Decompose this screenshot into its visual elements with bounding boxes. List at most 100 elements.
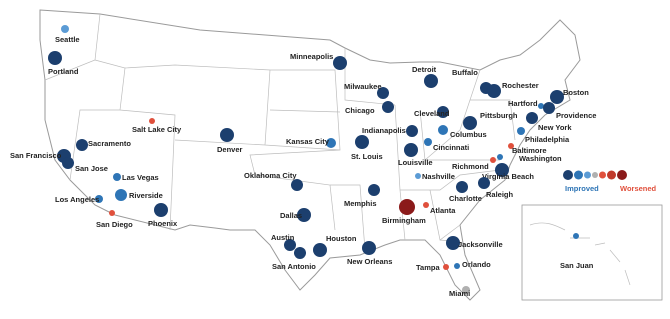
cities: Seattle Portland San Francisco San Jose Sacr… xyxy=(10,25,596,298)
city-label: Birmingham xyxy=(382,216,426,225)
city-marker xyxy=(478,177,490,189)
city-label: Minneapolis xyxy=(290,52,333,61)
city-marker xyxy=(113,173,121,181)
legend-swatch xyxy=(584,171,591,179)
city-marker xyxy=(313,243,327,257)
city-label: Hartford xyxy=(508,99,538,108)
city-marker xyxy=(294,247,306,259)
city-label: Miami xyxy=(449,289,470,298)
city-label: Jacksonville xyxy=(458,240,503,249)
city-label: Baltimore xyxy=(512,146,547,155)
city-label: Columbus xyxy=(450,130,487,139)
city-label: Philadelphia xyxy=(525,135,570,144)
city-label: San Juan xyxy=(560,261,594,270)
city-marker xyxy=(463,116,477,130)
city-marker xyxy=(95,195,103,203)
city-label: Memphis xyxy=(344,199,377,208)
city-marker xyxy=(438,125,448,135)
city-label: Orlando xyxy=(462,260,491,269)
city-label: Nashville xyxy=(422,172,455,181)
city-marker xyxy=(149,118,155,124)
city-label: Cincinnati xyxy=(433,143,469,152)
legend-swatch xyxy=(592,172,598,178)
city-marker xyxy=(543,102,555,114)
city-label: St. Louis xyxy=(351,152,383,161)
city-label: Boston xyxy=(563,88,589,97)
city-marker xyxy=(538,103,544,109)
city-label: Dallas xyxy=(280,211,302,220)
city-marker xyxy=(62,157,74,169)
us-outline xyxy=(39,9,581,301)
city-label: Portland xyxy=(48,67,79,76)
city-marker xyxy=(573,233,579,239)
city-marker xyxy=(446,236,460,250)
city-marker xyxy=(399,199,415,215)
city-label: Rochester xyxy=(502,81,539,90)
legend: Improved Worsened xyxy=(563,170,657,193)
city-label: Austin xyxy=(271,233,295,242)
city-label: Las Vegas xyxy=(122,173,159,182)
city-label: Riverside xyxy=(129,191,163,200)
city-marker xyxy=(487,84,501,98)
city-marker xyxy=(284,239,296,251)
city-label: San Antonio xyxy=(272,262,316,271)
city-marker xyxy=(297,208,311,222)
city-label: New Orleans xyxy=(347,257,392,266)
city-label: Washington xyxy=(519,154,562,163)
city-label: Seattle xyxy=(55,35,80,44)
city-marker xyxy=(454,263,460,269)
legend-swatch xyxy=(563,170,573,180)
city-label: San Jose xyxy=(75,164,108,173)
city-label: New York xyxy=(538,123,572,132)
city-marker xyxy=(495,163,509,177)
city-label: Oklahoma City xyxy=(244,171,297,180)
legend-swatch xyxy=(599,171,606,179)
city-label: Virginia Beach xyxy=(482,172,534,181)
city-marker xyxy=(333,56,347,70)
city-marker xyxy=(382,101,394,113)
city-label: San Diego xyxy=(96,220,133,229)
legend-swatch xyxy=(574,170,583,180)
city-marker xyxy=(76,139,88,151)
city-label: Houston xyxy=(326,234,357,243)
city-label: Atlanta xyxy=(430,206,456,215)
city-label: Sacramento xyxy=(88,139,131,148)
caribbean-outline xyxy=(529,222,631,286)
city-label: Charlotte xyxy=(449,194,482,203)
city-label: Kansas City xyxy=(286,137,330,146)
city-label: Cleveland xyxy=(414,109,450,118)
city-label: Raleigh xyxy=(486,190,514,199)
city-label: Denver xyxy=(217,145,243,154)
city-label: Indianapolis xyxy=(362,126,406,135)
city-label: Louisville xyxy=(398,158,433,167)
city-label: Chicago xyxy=(345,106,375,115)
city-marker xyxy=(550,90,564,104)
city-label: Providence xyxy=(556,111,596,120)
legend-swatch xyxy=(617,170,627,180)
city-marker xyxy=(424,138,432,146)
city-marker xyxy=(497,154,503,160)
city-marker xyxy=(508,143,514,149)
city-label: Pittsburgh xyxy=(480,111,518,120)
city-marker xyxy=(456,181,468,193)
city-marker xyxy=(61,25,69,33)
city-label: San Francisco xyxy=(10,151,62,160)
city-marker xyxy=(415,173,421,179)
city-marker xyxy=(490,157,496,163)
city-label: Tampa xyxy=(416,263,440,272)
city-marker xyxy=(291,179,303,191)
city-marker xyxy=(154,203,168,217)
city-marker xyxy=(517,127,525,135)
city-label: Buffalo xyxy=(452,68,478,77)
city-marker xyxy=(115,189,127,201)
city-marker xyxy=(423,202,429,208)
city-marker xyxy=(404,143,418,157)
legend-swatch xyxy=(607,170,616,180)
city-label: Richmond xyxy=(452,162,489,171)
city-marker xyxy=(368,184,380,196)
city-marker xyxy=(377,87,389,99)
city-marker xyxy=(424,74,438,88)
city-label: Los Angeles xyxy=(55,195,99,204)
city-marker xyxy=(443,264,449,270)
